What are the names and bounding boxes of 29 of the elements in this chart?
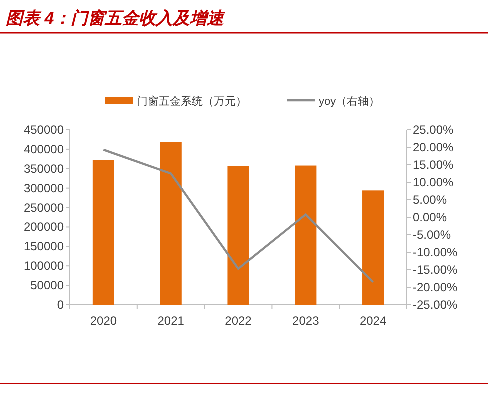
y2-tick-label: 15.00%	[413, 158, 454, 172]
x-tick-label: 2022	[225, 314, 252, 328]
y2-tick-label: 10.00%	[413, 176, 454, 190]
y-tick-label: 350000	[24, 162, 64, 176]
y-tick-label: 300000	[24, 181, 64, 196]
y2-tick-label: 5.00%	[413, 193, 448, 207]
y2-tick-label: 25.00%	[413, 123, 454, 137]
y2-tick-label: -5.00%	[413, 228, 452, 242]
y-tick-label: 250000	[24, 200, 64, 215]
y-tick-label: 400000	[24, 142, 64, 156]
y2-tick-label: -10.00%	[413, 246, 458, 260]
x-tick-label: 2024	[360, 314, 387, 328]
x-tick-label: 2023	[292, 314, 320, 328]
y2-tick-label: -15.00%	[413, 263, 458, 277]
legend-label: 门窗五金系统（万元）	[137, 95, 247, 108]
y2-tick-label: 20.00%	[413, 140, 454, 154]
legend-label: yoy（右轴）	[319, 95, 380, 108]
y-tick-label: 0	[57, 298, 64, 312]
y-tick-label: 200000	[24, 220, 64, 234]
x-tick-label: 2020	[90, 314, 118, 328]
y-tick-label: 50000	[30, 278, 64, 293]
y-tick-label: 450000	[24, 123, 64, 137]
y2-tick-label: 0.00%	[413, 210, 448, 224]
y-tick-label: 150000	[24, 240, 64, 254]
y-tick-label: 100000	[24, 259, 64, 274]
x-tick-label: 2021	[158, 314, 185, 328]
y2-tick-label: -20.00%	[413, 280, 458, 294]
title: 图表 4：门窗五金收入及增速	[6, 9, 224, 28]
y2-tick-label: -25.00%	[413, 298, 458, 312]
